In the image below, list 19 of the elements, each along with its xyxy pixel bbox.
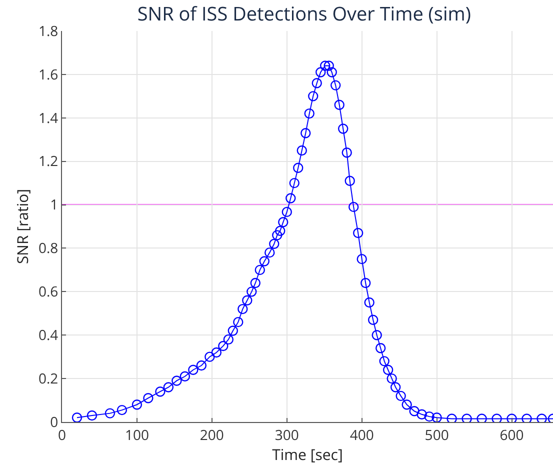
x-tick-label: 100 xyxy=(124,426,149,445)
y-tick-label: 0.4 xyxy=(38,326,58,346)
chart-title: SNR of ISS Detections Over Time (sim) xyxy=(137,0,471,26)
y-tick-label: 1 xyxy=(50,196,58,215)
x-axis-title: Time [sec] xyxy=(272,444,343,465)
x-tick-label: 400 xyxy=(350,426,374,445)
y-tick-label: 1.8 xyxy=(38,22,58,41)
x-tick-label: 200 xyxy=(200,426,224,445)
y-tick-label: 0.2 xyxy=(38,369,58,388)
y-tick-label: 1.6 xyxy=(38,65,58,84)
x-tick-label: 300 xyxy=(274,426,299,445)
y-tick-label: 1.4 xyxy=(38,108,58,128)
y-tick-label: 0.8 xyxy=(38,239,58,258)
x-tick-label: 500 xyxy=(424,426,449,445)
y-tick-label: 1.2 xyxy=(38,152,58,172)
y-tick-label: 0 xyxy=(50,412,58,432)
y-axis-title: SNR [ratio] xyxy=(12,188,33,264)
x-tick-label: 600 xyxy=(500,426,524,445)
y-tick-label: 0.6 xyxy=(38,282,58,302)
